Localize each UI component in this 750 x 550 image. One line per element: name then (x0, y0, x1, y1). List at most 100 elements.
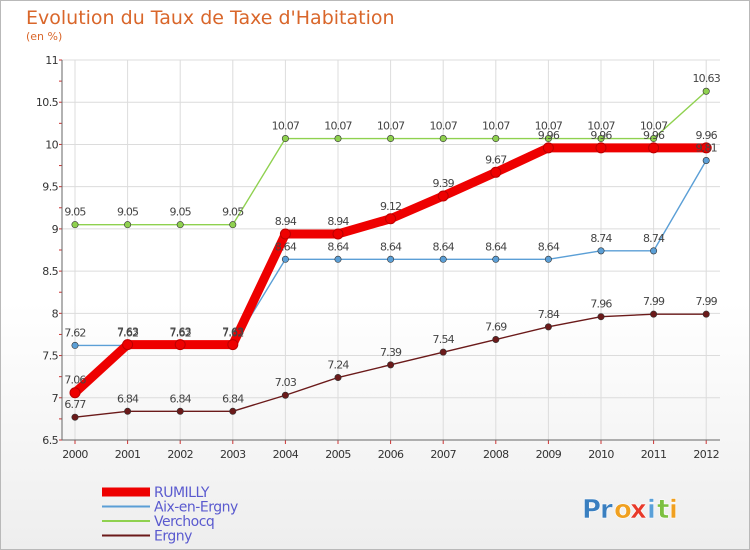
data-point (702, 87, 710, 95)
x-tick-label: 2005 (325, 448, 351, 461)
data-label: 8.64 (275, 240, 297, 253)
proxiti-logo: Pr ox i t i (582, 495, 679, 526)
data-label: 8.74 (590, 232, 612, 245)
data-label: 10.63 (692, 72, 720, 85)
x-tick-label: 2012 (693, 448, 719, 461)
data-point (544, 135, 552, 143)
data-point (387, 135, 395, 143)
data-point (492, 336, 500, 344)
data-label: 6.84 (117, 392, 139, 405)
data-point (650, 247, 658, 255)
data-label: 9.05 (117, 206, 139, 219)
y-tick-label: 10.5 (36, 96, 59, 109)
data-label: 10.07 (640, 120, 668, 133)
y-tick-label: 7.5 (42, 350, 58, 363)
x-tick-label: 2004 (273, 448, 299, 461)
data-label: 9.05 (170, 206, 192, 219)
series-rumilly (69, 142, 712, 399)
logo-letter: o (614, 495, 632, 525)
data-label: 7.62 (170, 326, 191, 339)
data-label: 10.07 (587, 120, 615, 133)
data-point (229, 221, 237, 229)
data-label: 7.63 (222, 326, 244, 339)
y-tick-label: 11 (45, 54, 58, 67)
x-tick-label: 2003 (220, 448, 246, 461)
data-point (439, 135, 447, 143)
data-label: 8.64 (433, 240, 455, 253)
data-point (387, 361, 395, 369)
series-ergny (71, 310, 710, 421)
data-point (174, 339, 186, 351)
data-point (490, 166, 502, 178)
data-label: 10.07 (324, 120, 352, 133)
y-tick-label: 8 (52, 307, 59, 320)
data-label: 7.03 (275, 376, 297, 389)
data-labels: 6.77 6.84 6.84 6.84 7.03 7.24 7.39 7.54 7.69 7.84… (64, 72, 721, 411)
data-label: 7.96 (590, 298, 612, 311)
data-label: 7.63 (117, 326, 139, 339)
data-label: 9.96 (590, 129, 612, 142)
x-tick-label: 2008 (483, 448, 509, 461)
y-tick-label: 7 (52, 392, 59, 405)
x-tick-label: 2011 (641, 448, 667, 461)
x-tick-label: 2006 (378, 448, 404, 461)
logo-letter: i (669, 495, 678, 525)
data-label: 10.07 (377, 120, 405, 133)
chart-title: Evolution du Taux de Taxe d'Habitation (26, 7, 395, 29)
data-point (281, 391, 289, 399)
series-verchocq (71, 87, 710, 229)
data-point (227, 339, 239, 351)
x-tick-label: 2000 (62, 448, 88, 461)
data-point (597, 247, 605, 255)
data-label: 9.12 (380, 200, 401, 213)
data-point (122, 339, 134, 351)
logo-letter: i (647, 495, 656, 525)
data-point (281, 135, 289, 143)
data-label: 7.54 (433, 333, 455, 346)
data-point (650, 135, 658, 143)
data-label: 10.07 (429, 120, 457, 133)
data-point (437, 190, 449, 202)
logo-letter: r (600, 495, 613, 525)
data-point (492, 255, 500, 263)
data-point (492, 135, 500, 143)
data-label: 9.96 (643, 129, 665, 142)
data-point (71, 341, 79, 349)
data-point (544, 323, 552, 331)
data-point (702, 156, 710, 164)
data-point (176, 407, 184, 415)
data-point (648, 142, 660, 154)
data-point (124, 407, 132, 415)
data-label: 7.62 (222, 326, 243, 339)
data-point (542, 142, 554, 154)
data-label: 7.06 (64, 374, 86, 387)
logo-letter: t (657, 495, 669, 525)
data-label: 8.64 (538, 240, 560, 253)
x-tick-label: 2009 (536, 448, 562, 461)
data-label: 10.07 (482, 120, 510, 133)
data-point (700, 142, 712, 154)
data-label: 10.07 (272, 120, 300, 133)
legend-label: Aix-en-Ergny (154, 500, 238, 516)
data-label: 7.99 (643, 295, 665, 308)
data-point (279, 228, 291, 240)
data-point (650, 310, 658, 318)
y-tick-label: 9 (52, 223, 59, 236)
data-label: 8.74 (643, 232, 665, 245)
legend-label: RUMILLY (154, 485, 210, 501)
data-label: 9.67 (485, 153, 507, 166)
data-label: 6.84 (170, 392, 192, 405)
data-point (334, 135, 342, 143)
data-point (595, 142, 607, 154)
data-label: 8.64 (485, 240, 507, 253)
data-label: 7.69 (485, 321, 507, 334)
data-point (597, 313, 605, 321)
x-tick-label: 2010 (588, 448, 614, 461)
y-tick-label: 6.5 (42, 434, 58, 447)
data-point (439, 348, 447, 356)
data-label: 6.84 (222, 392, 244, 405)
data-label: 7.99 (696, 295, 718, 308)
data-point (544, 255, 552, 263)
